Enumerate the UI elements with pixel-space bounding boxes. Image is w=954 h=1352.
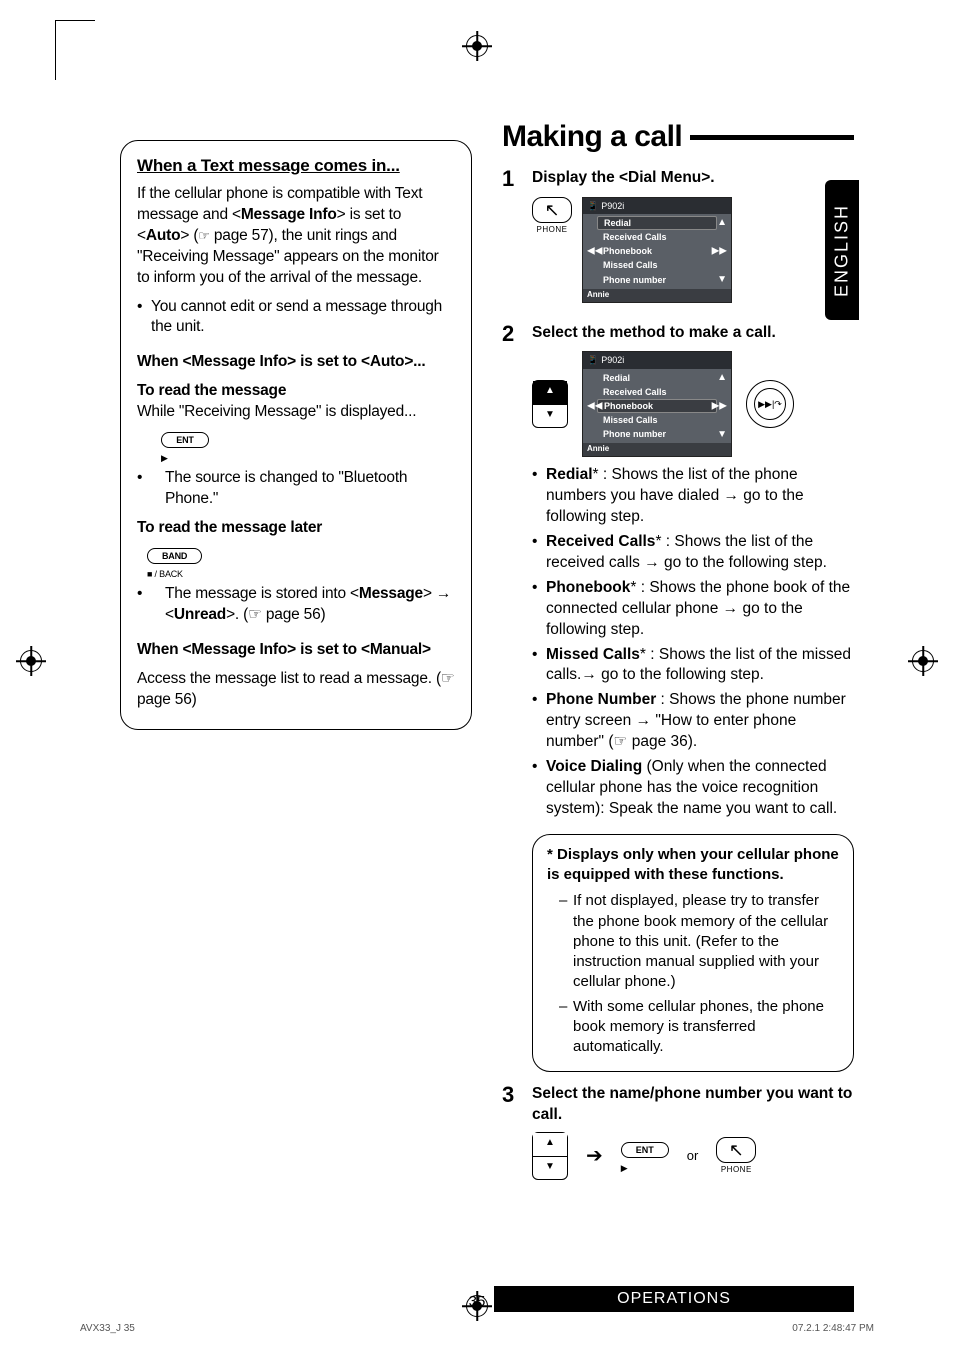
registration-mark-top [466,35,488,57]
step-2: 2 Select the method to make a call. ▲▼ 📱… [502,323,854,1073]
menu-phonenum: Phone number [601,273,713,287]
phone-button-group: ↖ PHONE [532,197,572,236]
while-receiving: While "Receiving Message" is displayed..… [137,402,455,423]
phone-button[interactable]: ↖ [532,197,572,223]
item-redial: Redial* : Shows the list of the phone nu… [532,465,854,528]
band-caption: ■ / BACK [147,568,455,580]
note-dash-1: If not displayed, please try to transfer… [547,891,839,992]
auto-heading: When <Message Info> is set to <Auto>... [137,352,455,373]
step-1: 1 Display the <Dial Menu>. ↖ PHONE 📱 P90… [502,168,854,311]
note-box: * Displays only when your cellular phone… [532,834,854,1073]
source-changed: The source is changed to "Bluetooth Phon… [137,468,455,510]
right-arrow-icon: ➔ [586,1143,603,1170]
screen-footer: Annie [583,289,731,302]
operations-bar: OPERATIONS [494,1286,854,1312]
read-later-heading: To read the message later [137,518,455,539]
dial-menu-screen-2: 📱 P902i ◀◀ ▶▶ ▲ ▼ Redial Received Calls … [582,351,732,457]
bullet-no-edit: You cannot edit or send a message throug… [137,297,455,339]
stored-message: The message is stored into <Message> → <… [137,584,455,626]
phone-button-label: PHONE [532,225,572,236]
menu-redial: Redial [597,216,717,230]
registration-mark-left [20,650,42,672]
note-dash-2: With some cellular phones, the phone boo… [547,997,839,1058]
up-down-rocker[interactable]: ▲▼ [532,380,568,428]
manual-text: Access the message list to read a messag… [137,669,455,711]
step-3: 3 Select the name/phone number you want … [502,1084,854,1188]
intro-para: If the cellular phone is compatible with… [137,184,455,289]
read-now-heading: To read the message [137,381,455,402]
page-content: When a Text message comes in... If the c… [120,120,854,1262]
footer-right: 07.2.1 2:48:47 PM [792,1323,874,1334]
footer-left: AVX33_J 35 [80,1323,135,1334]
rotary-dial[interactable]: ▶▶|↷ [746,380,794,428]
ent-button-2[interactable]: ENT [621,1142,669,1158]
step-3-num: 3 [502,1084,520,1188]
right-column: ENGLISH Making a call 1 Display the <Dia… [502,120,854,1262]
band-button-block: BAND ■ / BACK [147,545,455,580]
screen-header: 📱 P902i [583,198,731,214]
ent-button-block: ENT ▶ [161,429,455,464]
page-number: 35 [469,1293,486,1310]
text-message-box: When a Text message comes in... If the c… [120,140,472,730]
phone-button-2[interactable]: ↖ [716,1137,756,1163]
language-tab: ENGLISH [825,180,859,320]
ent-button-2-group: ENT ▶ [621,1139,669,1174]
section-title: Making a call [502,120,854,154]
ent-caption: ▶ [161,452,455,464]
menu-phonebook: Phonebook [601,244,713,258]
crop-mark-tl [55,20,95,80]
menu-received: Received Calls [601,230,713,244]
up-down-rocker-2[interactable]: ▲▼ [532,1132,568,1180]
band-button[interactable]: BAND [147,548,202,564]
dial-menu-screen-1: 📱 P902i ◀◀ ▶▶ ▲ ▼ Redial Received Calls … [582,197,732,303]
step-1-num: 1 [502,168,520,311]
note-title: * Displays only when your cellular phone… [547,845,839,886]
item-missed: Missed Calls* : Shows the list of the mi… [532,645,854,687]
step-2-num: 2 [502,323,520,1073]
menu-missed: Missed Calls [601,258,713,272]
item-voice: Voice Dialing (Only when the connected c… [532,757,854,820]
manual-heading: When <Message Info> is set to <Manual> [137,640,455,661]
item-received: Received Calls* : Shows the list of the … [532,532,854,574]
registration-mark-right [912,650,934,672]
ent-button[interactable]: ENT [161,432,209,448]
step-1-title: Display the <Dial Menu>. [532,168,854,189]
box-title: When a Text message comes in... [137,155,455,178]
step-2-title: Select the method to make a call. [532,323,854,344]
footer-meta: AVX33_J 35 07.2.1 2:48:47 PM [80,1323,874,1334]
title-bar [690,135,854,140]
item-phonenum: Phone Number : Shows the phone number en… [532,690,854,753]
step-3-title: Select the name/phone number you want to… [532,1084,854,1126]
phone-button-2-group: ↖ PHONE [716,1137,756,1176]
item-phonebook: Phonebook* : Shows the phone book of the… [532,578,854,641]
or-text: or [687,1147,699,1165]
left-column: When a Text message comes in... If the c… [120,120,472,1262]
